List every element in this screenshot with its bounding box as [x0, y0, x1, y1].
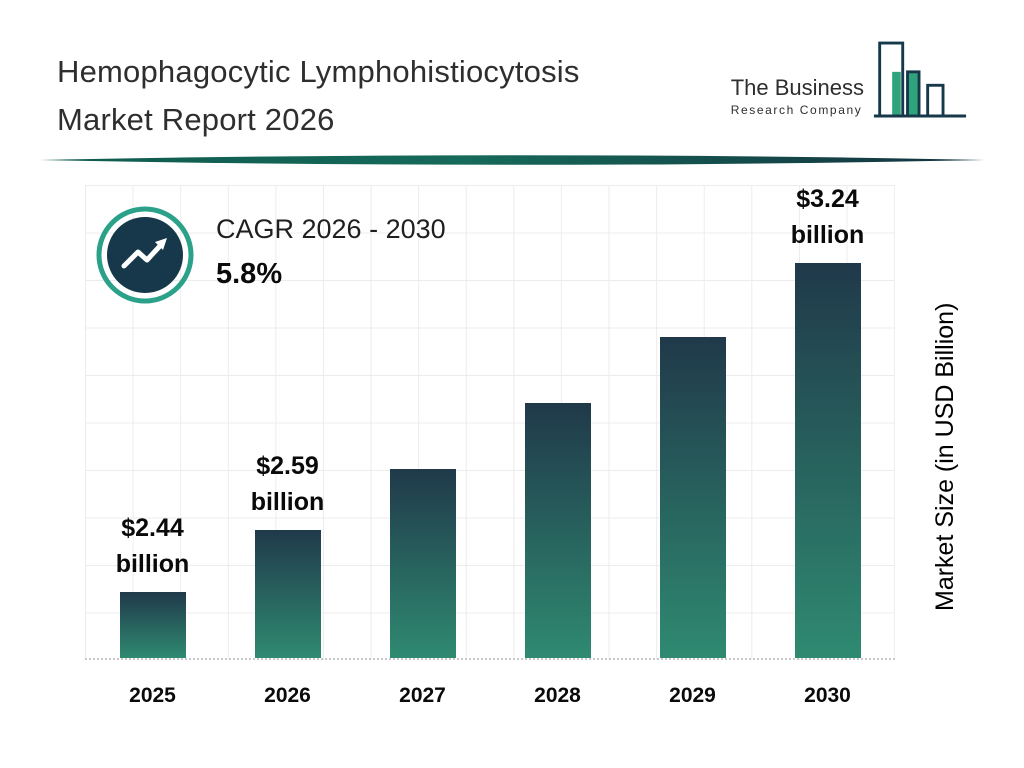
- bar-2027: [389, 469, 456, 658]
- page-title-line1: Hemophagocytic Lymphohistiocytosis: [57, 54, 580, 89]
- bar-column-2028: [490, 185, 625, 658]
- cagr-label: CAGR 2026 - 2030: [216, 214, 446, 244]
- bar-2025: [119, 592, 186, 658]
- bar-column-2030: $3.24 billion: [760, 185, 895, 658]
- cagr-badge: CAGR 2026 - 2030 5.8%: [96, 206, 446, 304]
- bar-column-2027: [355, 185, 490, 658]
- x-tick-2030: 2030: [804, 684, 851, 707]
- bar-value-label-2025: $2.44 billion: [115, 514, 190, 578]
- page-title-line2: Market Report 2026: [57, 102, 335, 137]
- page-title: Hemophagocytic Lymphohistiocytosis Marke…: [57, 48, 580, 144]
- x-tick-2027: 2027: [399, 684, 446, 707]
- bar-column-2026: $2.59 billion: [220, 185, 355, 658]
- bar-value-label-2030: $3.24 billion: [790, 185, 865, 249]
- bars-row: $2.44 billion $2.59 billion $3.24 billion: [85, 185, 895, 658]
- company-logo: The Business Research Company: [731, 38, 968, 127]
- cagr-value: 5.8%: [216, 258, 283, 290]
- bar-2028: [524, 403, 591, 658]
- bar-2026: [254, 530, 321, 658]
- bar-column-2029: [625, 185, 760, 658]
- bar-chart-logo-icon: [872, 38, 968, 127]
- company-subname: Research Company: [730, 102, 863, 117]
- x-tick-2026: 2026: [264, 684, 311, 707]
- x-tick-2028: 2028: [534, 684, 581, 707]
- bar-value-label-2026: $2.59 billion: [250, 452, 325, 516]
- trending-up-icon: [96, 206, 194, 304]
- y-axis-label: Market Size (in USD Billion): [931, 302, 959, 612]
- x-tick-2025: 2025: [129, 684, 176, 707]
- header-divider: [40, 153, 985, 165]
- company-logo-text: The Business Research Company: [731, 49, 864, 117]
- chart-plot-area: $2.44 billion $2.59 billion $3.24 billion: [85, 185, 895, 660]
- cagr-text: CAGR 2026 - 2030 5.8%: [216, 206, 446, 291]
- x-axis-labels: 2025 2026 2027 2028 2029 2030: [85, 684, 895, 708]
- bar-2030: [794, 263, 861, 658]
- bar-2029: [659, 337, 726, 658]
- bar-column-2025: $2.44 billion: [85, 185, 220, 658]
- x-tick-2029: 2029: [669, 684, 716, 707]
- company-name: The Business: [730, 74, 864, 100]
